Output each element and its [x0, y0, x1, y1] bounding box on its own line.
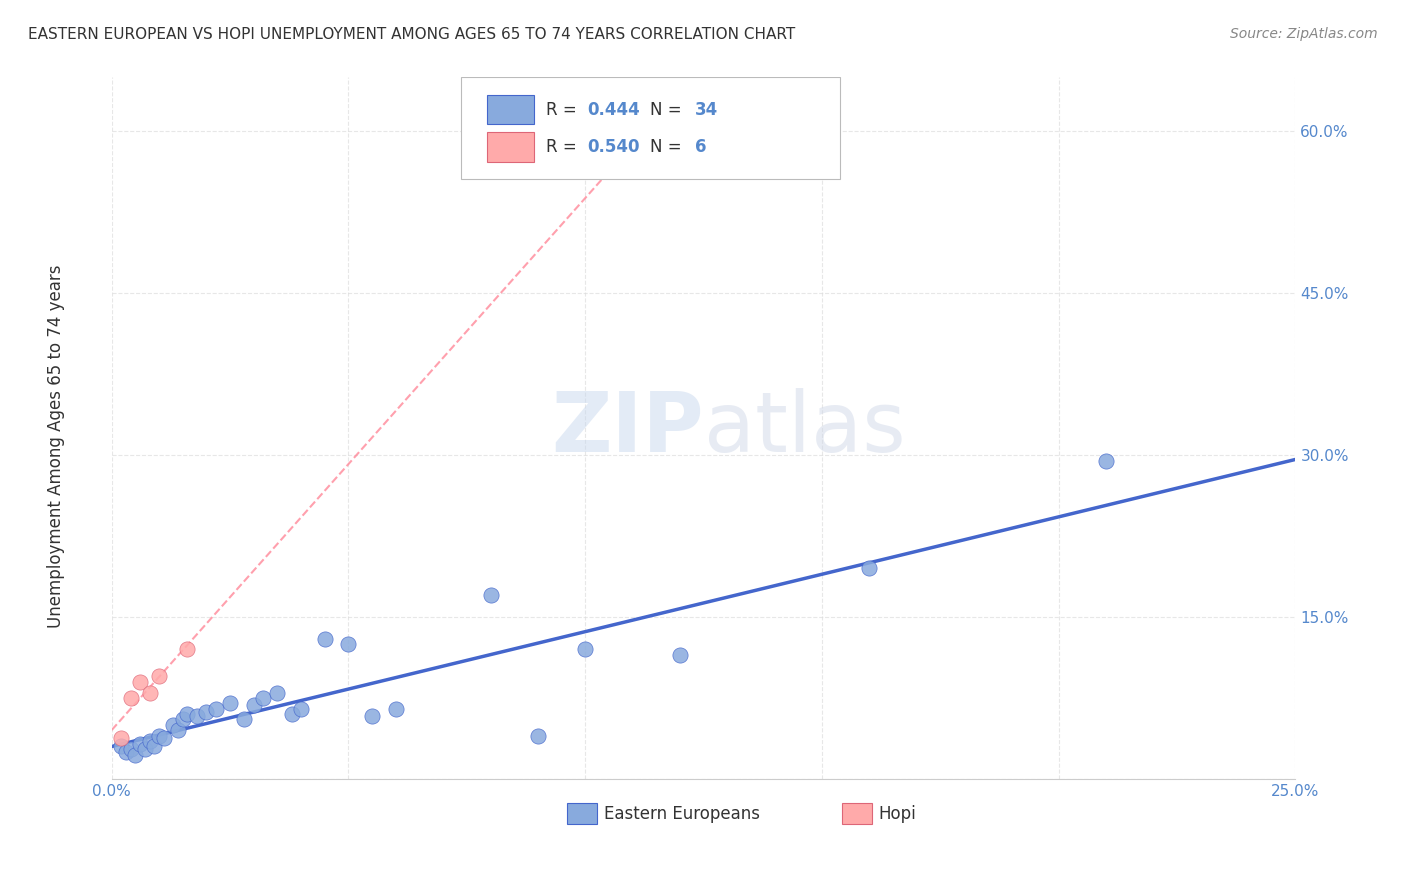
Text: 6: 6 — [696, 138, 707, 156]
Point — [148, 729, 170, 743]
Point — [172, 713, 194, 727]
Text: Unemployment Among Ages 65 to 74 years: Unemployment Among Ages 65 to 74 years — [48, 264, 65, 628]
Point — [129, 674, 152, 689]
Point — [110, 739, 132, 754]
Text: N =: N = — [651, 101, 688, 119]
Point — [115, 745, 138, 759]
Point — [162, 718, 184, 732]
Text: Source: ZipAtlas.com: Source: ZipAtlas.com — [1230, 27, 1378, 41]
Point — [233, 713, 256, 727]
Point — [167, 723, 190, 738]
Text: ZIP: ZIP — [551, 388, 703, 468]
Text: R =: R = — [546, 101, 582, 119]
Point — [290, 702, 312, 716]
Point — [337, 637, 360, 651]
Point — [1095, 453, 1118, 467]
FancyBboxPatch shape — [568, 804, 598, 824]
Text: atlas: atlas — [703, 388, 905, 468]
Point — [152, 731, 174, 745]
Text: Eastern Europeans: Eastern Europeans — [605, 805, 761, 823]
Text: 0.540: 0.540 — [588, 138, 640, 156]
Point — [129, 737, 152, 751]
Text: EASTERN EUROPEAN VS HOPI UNEMPLOYMENT AMONG AGES 65 TO 74 YEARS CORRELATION CHAR: EASTERN EUROPEAN VS HOPI UNEMPLOYMENT AM… — [28, 27, 796, 42]
Text: 0.444: 0.444 — [588, 101, 640, 119]
Point — [280, 707, 302, 722]
Text: N =: N = — [651, 138, 688, 156]
FancyBboxPatch shape — [486, 132, 534, 161]
Point — [385, 702, 408, 716]
Text: R =: R = — [546, 138, 582, 156]
Point — [148, 669, 170, 683]
Point — [110, 731, 132, 745]
Point — [138, 685, 160, 699]
Point — [195, 705, 218, 719]
Point — [574, 642, 596, 657]
Point — [242, 698, 264, 713]
Point — [186, 709, 208, 723]
Point — [120, 741, 142, 756]
Point — [124, 748, 146, 763]
Point — [266, 685, 288, 699]
Text: 34: 34 — [696, 101, 718, 119]
Text: Hopi: Hopi — [879, 805, 917, 823]
Point — [176, 707, 198, 722]
Point — [314, 632, 336, 646]
Point — [527, 729, 550, 743]
Point — [134, 741, 156, 756]
FancyBboxPatch shape — [461, 78, 839, 179]
FancyBboxPatch shape — [842, 804, 872, 824]
FancyBboxPatch shape — [486, 95, 534, 124]
Point — [120, 690, 142, 705]
Point — [138, 734, 160, 748]
Point — [252, 690, 274, 705]
Point — [479, 588, 502, 602]
Point — [143, 739, 166, 754]
Point — [219, 696, 242, 710]
Point — [669, 648, 692, 662]
Point — [858, 561, 880, 575]
Point — [205, 702, 228, 716]
Point — [361, 709, 384, 723]
Point — [176, 642, 198, 657]
